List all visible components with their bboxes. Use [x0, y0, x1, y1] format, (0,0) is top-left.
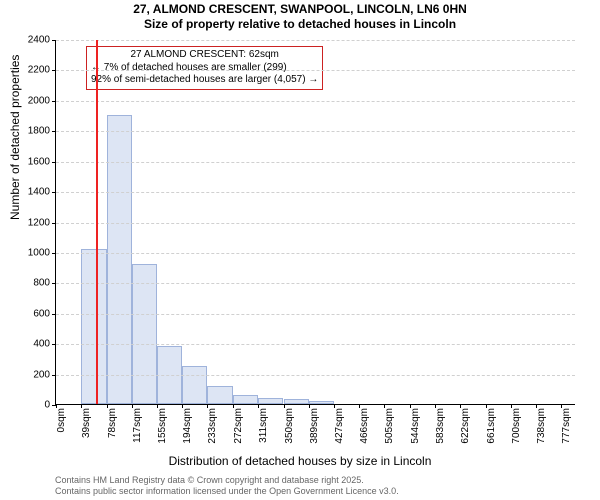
- ytick-label: 1800: [28, 126, 50, 137]
- xtick-label: 661sqm: [486, 408, 497, 444]
- ytick-label: 800: [33, 278, 50, 289]
- ytick-label: 2000: [28, 95, 50, 106]
- bar: [233, 395, 258, 404]
- xtick-label: 155sqm: [157, 408, 168, 444]
- bar: [284, 399, 309, 404]
- gridline: [56, 131, 575, 132]
- gridline: [56, 192, 575, 193]
- gridline: [56, 70, 575, 71]
- ytick-mark: [52, 192, 56, 193]
- xtick-label: 350sqm: [284, 408, 295, 444]
- ytick-label: 2200: [28, 65, 50, 76]
- xtick-label: 117sqm: [132, 408, 143, 443]
- ytick-label: 1600: [28, 156, 50, 167]
- ytick-mark: [52, 223, 56, 224]
- gridline: [56, 375, 575, 376]
- ytick-label: 1400: [28, 187, 50, 198]
- xtick-label: 583sqm: [435, 408, 446, 444]
- ytick-label: 1200: [28, 217, 50, 228]
- bar: [258, 398, 283, 404]
- xtick-label: 233sqm: [207, 408, 218, 444]
- annot-line-2: ← 7% of detached houses are smaller (299…: [91, 62, 318, 75]
- ytick-mark: [52, 131, 56, 132]
- ytick-mark: [52, 40, 56, 41]
- attrib-line-1: Contains HM Land Registry data © Crown c…: [55, 475, 399, 487]
- title-line-1: 27, ALMOND CRESCENT, SWANPOOL, LINCOLN, …: [0, 2, 600, 17]
- xtick-label: 777sqm: [561, 408, 572, 444]
- bar: [107, 115, 132, 404]
- ytick-mark: [52, 70, 56, 71]
- ytick-mark: [52, 375, 56, 376]
- xtick-label: 389sqm: [309, 408, 320, 444]
- xtick-label: 78sqm: [107, 408, 118, 438]
- chart-wrapper: 27, ALMOND CRESCENT, SWANPOOL, LINCOLN, …: [0, 0, 600, 500]
- bar: [81, 249, 106, 404]
- annot-line-3: 92% of semi-detached houses are larger (…: [91, 74, 318, 87]
- annotation-box: 27 ALMOND CRESCENT: 62sqm ← 7% of detach…: [86, 46, 323, 90]
- xtick-label: 700sqm: [511, 408, 522, 444]
- ytick-mark: [52, 283, 56, 284]
- xtick-label: 544sqm: [410, 408, 421, 444]
- xtick-label: 738sqm: [536, 408, 547, 444]
- ytick-mark: [52, 344, 56, 345]
- gridline: [56, 283, 575, 284]
- x-axis-label: Distribution of detached houses by size …: [0, 454, 600, 468]
- ytick-label: 200: [33, 369, 50, 380]
- ytick-label: 0: [44, 400, 50, 411]
- ytick-label: 1000: [28, 247, 50, 258]
- chart-title: 27, ALMOND CRESCENT, SWANPOOL, LINCOLN, …: [0, 2, 600, 32]
- xtick-label: 311sqm: [258, 408, 269, 443]
- xtick-label: 466sqm: [359, 408, 370, 444]
- xtick-label: 194sqm: [182, 408, 193, 444]
- plot-area: 27 ALMOND CRESCENT: 62sqm ← 7% of detach…: [55, 40, 575, 405]
- ytick-label: 600: [33, 308, 50, 319]
- xtick-label: 622sqm: [460, 408, 471, 444]
- gridline: [56, 253, 575, 254]
- attrib-line-2: Contains public sector information licen…: [55, 486, 399, 498]
- xtick-label: 427sqm: [334, 408, 345, 444]
- bar: [309, 401, 334, 404]
- ytick-label: 400: [33, 339, 50, 350]
- ytick-mark: [52, 162, 56, 163]
- bar: [207, 386, 232, 404]
- bar: [182, 366, 207, 404]
- gridline: [56, 223, 575, 224]
- gridline: [56, 162, 575, 163]
- gridline: [56, 101, 575, 102]
- bar: [132, 264, 157, 404]
- annot-line-1: 27 ALMOND CRESCENT: 62sqm: [91, 49, 318, 62]
- xtick-label: 505sqm: [384, 408, 395, 444]
- ytick-label: 2400: [28, 35, 50, 46]
- gridline: [56, 40, 575, 41]
- gridline: [56, 344, 575, 345]
- ytick-mark: [52, 314, 56, 315]
- xtick-label: 39sqm: [81, 408, 92, 438]
- xtick-label: 0sqm: [56, 408, 67, 432]
- marker-line: [96, 40, 98, 404]
- ytick-mark: [52, 101, 56, 102]
- gridline: [56, 314, 575, 315]
- attribution: Contains HM Land Registry data © Crown c…: [55, 475, 399, 498]
- xtick-label: 272sqm: [233, 408, 244, 444]
- y-axis-label: Number of detached properties: [8, 55, 22, 220]
- title-line-2: Size of property relative to detached ho…: [0, 17, 600, 32]
- ytick-mark: [52, 253, 56, 254]
